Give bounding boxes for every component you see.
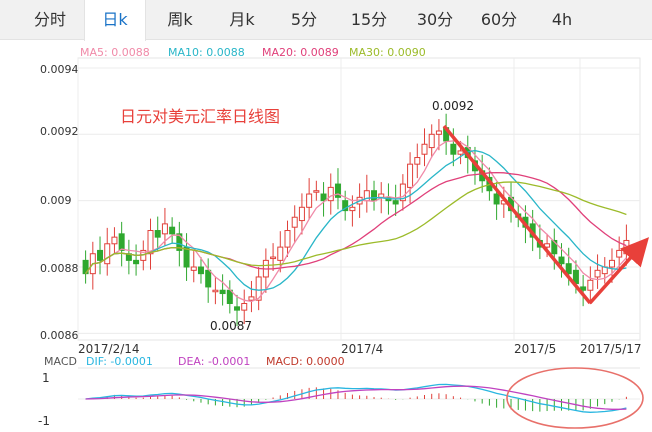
tab-daily-k[interactable]: 日k xyxy=(84,0,146,41)
tab-15min[interactable]: 15分 xyxy=(350,10,388,29)
trend-overlay xyxy=(442,124,650,305)
candle-body xyxy=(111,236,118,245)
ma10-line xyxy=(85,149,627,291)
candle-body xyxy=(169,226,176,235)
low-annotation: 0.0087 xyxy=(210,319,252,333)
macd-panel xyxy=(78,367,644,429)
highlight-ellipse xyxy=(506,367,644,429)
candle-body xyxy=(616,249,623,258)
up-trend-arrow-line xyxy=(588,237,650,305)
candle-body xyxy=(241,303,248,311)
candle-body xyxy=(349,206,356,212)
y-tick-label: 0.0086 xyxy=(40,329,79,342)
candle-body xyxy=(255,276,262,301)
high-annotation: 0.0092 xyxy=(432,99,474,113)
candle-body xyxy=(399,183,406,202)
candle-body xyxy=(565,263,572,275)
candle-body xyxy=(154,230,161,238)
candle-body xyxy=(82,259,89,275)
tab-60min[interactable]: 60分 xyxy=(480,10,518,29)
candle-body xyxy=(392,200,399,205)
ma20-legend: MA20: 0.0089 xyxy=(262,46,339,59)
candle-body xyxy=(551,239,558,255)
ma30-legend: MA30: 0.0090 xyxy=(349,46,426,59)
tab-30min[interactable]: 30分 xyxy=(416,10,454,29)
moving-average-lines xyxy=(85,140,627,303)
chart-title: 日元对美元汇率日线图 xyxy=(120,107,281,126)
candle-body xyxy=(133,259,140,265)
candle-body xyxy=(342,200,349,212)
ma30-line xyxy=(85,181,627,274)
candle-body xyxy=(580,286,587,291)
candle-body xyxy=(176,233,183,251)
candle-body xyxy=(421,143,428,155)
candle-body xyxy=(277,246,284,261)
candle-body xyxy=(587,279,594,291)
candle-body xyxy=(306,193,313,208)
candle-body xyxy=(594,269,601,278)
candle-body xyxy=(493,193,500,205)
candle-body xyxy=(190,266,197,271)
down-trend-arrow-line xyxy=(442,124,592,305)
candle-body xyxy=(212,289,219,293)
candle-body xyxy=(298,206,305,222)
candle-body xyxy=(378,193,385,198)
dif-line xyxy=(85,383,627,413)
y-tick-label: 0.009 xyxy=(40,194,72,207)
period-tab-bar: 分时 日k 周k 月k 5分 15分 30分 60分 4h xyxy=(0,0,652,41)
candle-body xyxy=(334,183,341,198)
tab-5min[interactable]: 5分 xyxy=(290,10,318,29)
candle-body xyxy=(161,223,168,235)
candle-body xyxy=(313,190,320,193)
y-tick-label: 0.0092 xyxy=(40,125,79,138)
candle-body xyxy=(205,269,212,288)
y-tick-label: 0.0094 xyxy=(40,63,79,76)
macd-panel-label: MACD xyxy=(44,355,77,368)
candle-body xyxy=(450,143,457,155)
candle-body xyxy=(291,216,298,228)
candle-body xyxy=(623,239,630,255)
candle-body xyxy=(197,266,204,275)
candle-body xyxy=(97,249,104,261)
tab-weekly-k[interactable]: 周k xyxy=(167,10,193,29)
candle-body xyxy=(104,243,111,265)
candles xyxy=(82,113,630,327)
candle-body xyxy=(414,157,421,165)
dea-line xyxy=(85,385,627,410)
tab-timeshare[interactable]: 分时 xyxy=(33,10,66,29)
x-tick-label: 2017/5/17 xyxy=(580,342,642,356)
candle-body xyxy=(248,296,255,301)
candle-body xyxy=(320,193,327,202)
candle-body xyxy=(407,163,414,188)
candle-body xyxy=(183,246,190,268)
candle-body xyxy=(457,150,464,155)
candle-body xyxy=(558,256,565,265)
candle-body xyxy=(327,186,334,202)
macd-value-legend: MACD: 0.0000 xyxy=(266,355,345,368)
candle-body xyxy=(284,230,291,248)
y-tick-label: 0.0088 xyxy=(40,262,79,275)
candle-body xyxy=(371,190,378,202)
ma10-legend: MA10: 0.0088 xyxy=(168,46,245,59)
candle-body xyxy=(234,306,241,311)
candle-body xyxy=(608,259,615,268)
candle-body xyxy=(435,130,442,135)
ma5-line xyxy=(85,140,627,303)
dif-legend: DIF: -0.0001 xyxy=(86,355,153,368)
tab-4h[interactable]: 4h xyxy=(551,10,573,29)
ma5-legend: MA5: 0.0088 xyxy=(80,46,150,59)
dea-legend: DEA: -0.0001 xyxy=(178,355,251,368)
x-tick-label: 2017/4 xyxy=(341,342,384,356)
tab-monthly-k[interactable]: 月k xyxy=(229,10,255,29)
x-tick-label: 2017/2/14 xyxy=(78,342,140,356)
macd-tick-label: 1 xyxy=(42,371,50,385)
candle-body xyxy=(428,133,435,149)
candle-body xyxy=(118,233,125,251)
candle-body xyxy=(147,230,154,255)
candle-body xyxy=(219,289,226,295)
macd-tick-label: -1 xyxy=(38,414,50,428)
x-tick-label: 2017/5 xyxy=(514,342,557,356)
candle-body xyxy=(270,256,277,260)
